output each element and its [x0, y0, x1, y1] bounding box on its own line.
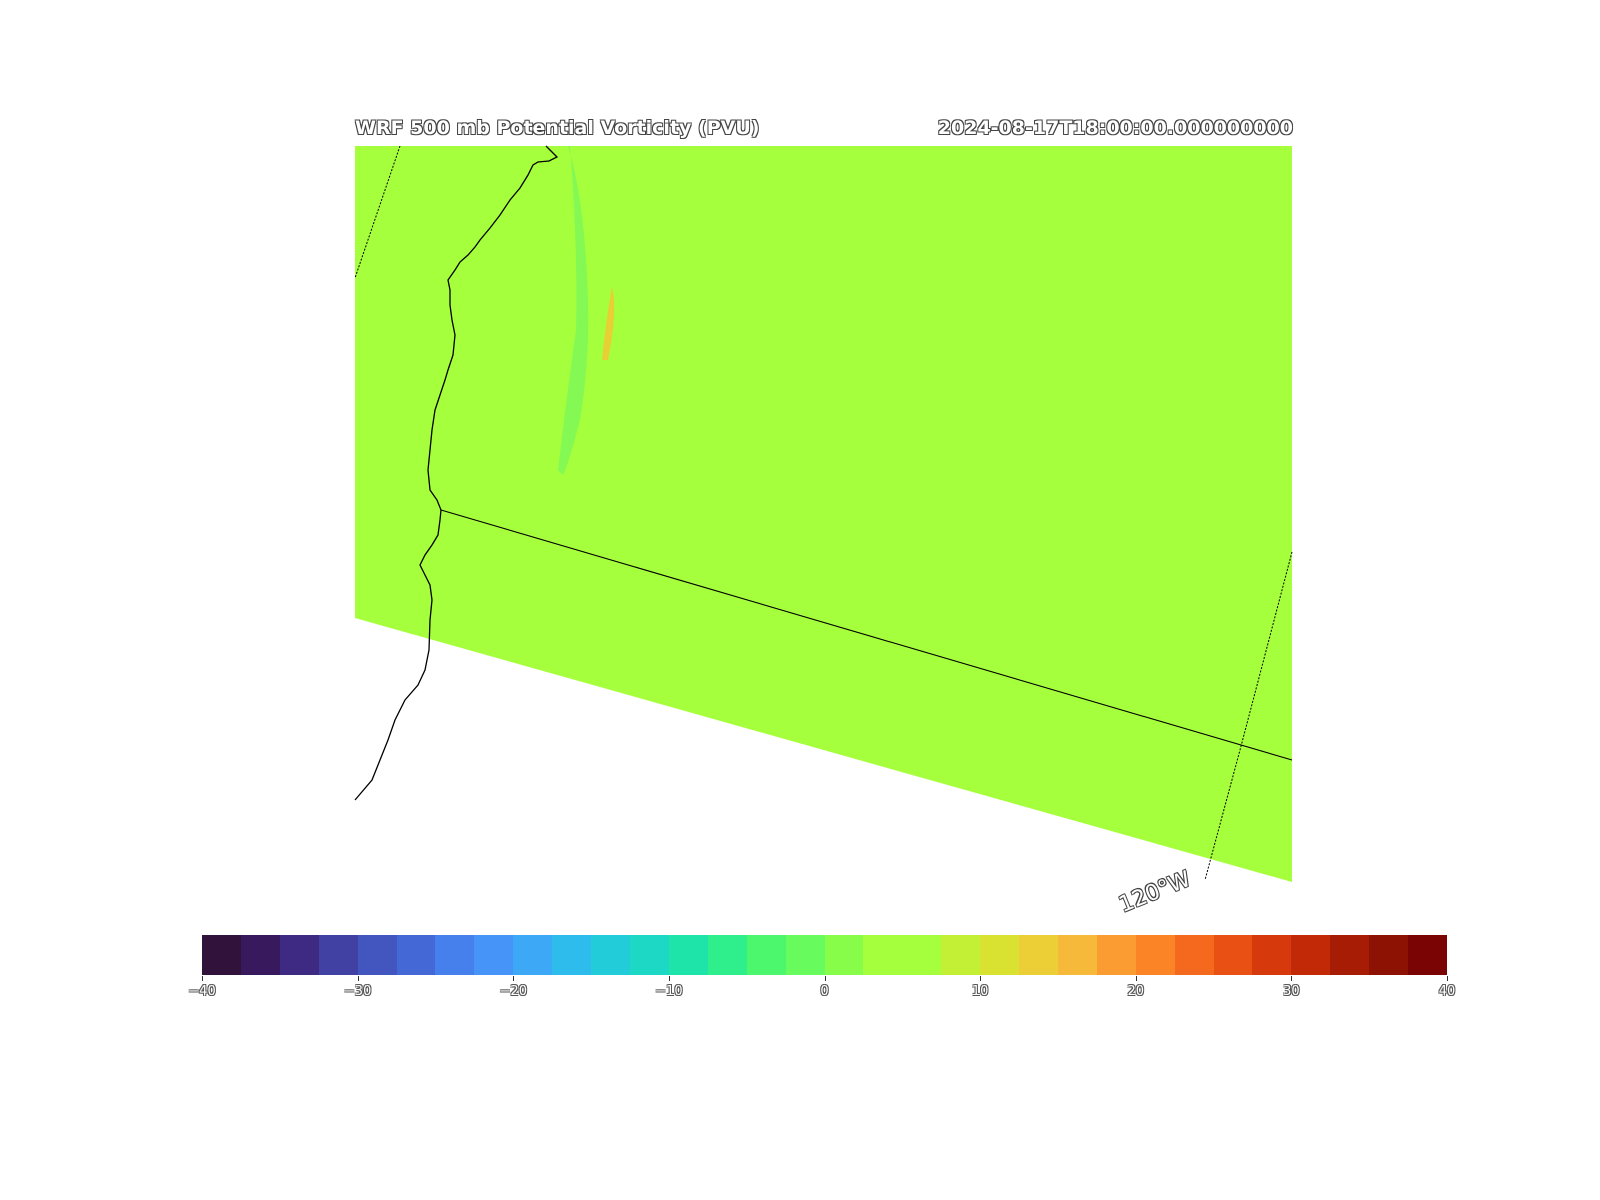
colorbar-segment: [513, 935, 553, 975]
colorbar-tick: [1135, 976, 1137, 981]
colorbar-segment: [863, 935, 903, 975]
map-title: WRF 500 mb Potential Vorticity (PVU): [355, 117, 760, 139]
colorbar-tick-label: 30: [1283, 984, 1300, 999]
longitude-line-left: [354, 145, 401, 279]
colorbar-tick-label: −30: [343, 984, 372, 999]
colorbar-segment: [318, 935, 358, 975]
colorbar-segment: [474, 935, 514, 975]
pv-field: [355, 146, 1292, 882]
colorbar-segment: [1369, 935, 1409, 975]
colorbar-segment: [1057, 935, 1097, 975]
colorbar-segment: [202, 935, 241, 975]
colorbar-segment: [1096, 935, 1136, 975]
colorbar-tick-label: −40: [188, 984, 216, 999]
colorbar-segment: [980, 935, 1020, 975]
colorbar-segment: [552, 935, 592, 975]
colorbar-segment: [1330, 935, 1370, 975]
colorbar-segment: [707, 935, 747, 975]
colorbar-tick-label: −20: [499, 984, 527, 999]
colorbar-segment: [668, 935, 708, 975]
colorbar-segment: [1174, 935, 1214, 975]
colorbar-tick: [357, 976, 359, 981]
colorbar-segment: [435, 935, 475, 975]
colorbar-segment: [279, 935, 319, 975]
colorbar-tick: [824, 976, 826, 981]
colorbar-tick: [668, 976, 670, 981]
colorbar-segment: [1408, 935, 1447, 975]
colorbar-segment: [357, 935, 397, 975]
pv-anomaly-negative: [558, 146, 589, 475]
colorbar-tick-label: 20: [1127, 984, 1145, 999]
colorbar-tick: [1447, 976, 1448, 981]
state-border: [440, 509, 1293, 761]
colorbar-segment: [629, 935, 669, 975]
colorbar-segment: [1019, 935, 1058, 975]
colorbar-segment: [1291, 935, 1331, 975]
colorbar-tick: [202, 976, 203, 981]
colorbar-segment: [902, 935, 942, 975]
colorbar-tick-label: 0: [820, 984, 829, 999]
colorbar-tick: [513, 976, 515, 981]
colorbar-segment: [1252, 935, 1292, 975]
colorbar-tick: [1291, 976, 1293, 981]
pv-anomaly-positive: [602, 287, 615, 360]
colorbar-segment: [396, 935, 436, 975]
colorbar-tick-label: −10: [655, 984, 683, 999]
colorbar-segment: [824, 935, 864, 975]
coastline: [354, 145, 559, 801]
colorbar-segment: [1135, 935, 1175, 975]
colorbar-segment: [591, 935, 630, 975]
colorbar-tick-label: 10: [971, 984, 989, 999]
longitude-line-120w: [1204, 551, 1293, 881]
colorbar-segment: [941, 935, 981, 975]
colorbar-segment: [785, 935, 825, 975]
colorbar-tick: [980, 976, 982, 981]
colorbar-segment: [240, 935, 280, 975]
colorbar-tick-label: 40: [1438, 984, 1456, 999]
colorbar-segment: [746, 935, 786, 975]
map-timestamp: 2024-08-17T18:00:00.000000000: [937, 117, 1293, 139]
colorbar: [202, 935, 1447, 975]
colorbar-segment: [1213, 935, 1253, 975]
